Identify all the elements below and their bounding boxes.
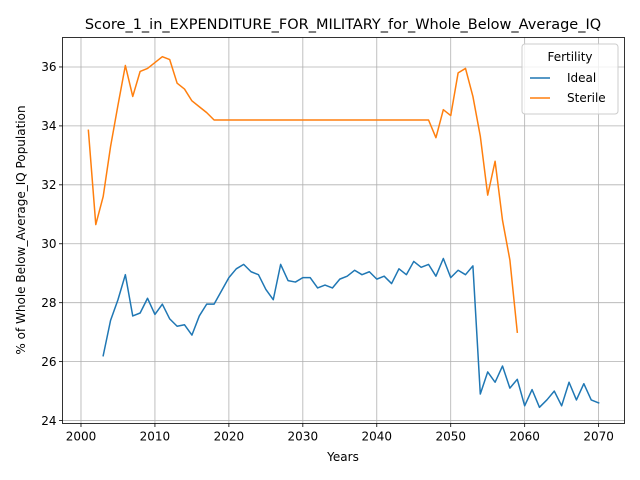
y-axis-label: % of Whole Below_Average_IQ Population — [14, 105, 28, 354]
plot-frame — [62, 37, 625, 424]
x-tick-label: 2030 — [288, 430, 319, 444]
y-tick-label: 34 — [41, 119, 56, 133]
legend: Fertility Ideal Sterile — [521, 43, 619, 115]
y-tick-label: 32 — [41, 178, 56, 192]
y-tick-label: 26 — [41, 355, 56, 369]
y-tick-label: 28 — [41, 296, 56, 310]
x-axis-ticks: 2000 2010 2020 2030 2040 2050 2060 2070 — [66, 423, 614, 444]
x-tick-label: 2060 — [509, 430, 540, 444]
legend-title: Fertility — [547, 50, 592, 64]
x-tick-label: 2010 — [140, 430, 171, 444]
x-tick-label: 2070 — [583, 430, 614, 444]
x-axis-label: Years — [326, 450, 359, 464]
x-tick-label: 2040 — [362, 430, 393, 444]
series-line-sterile — [87, 55, 519, 333]
series-line-ideal — [102, 257, 600, 409]
x-tick-label: 2020 — [214, 430, 245, 444]
series-lines — [87, 55, 600, 409]
x-tick-label: 2050 — [435, 430, 466, 444]
chart-title: Score_1_in_EXPENDITURE_FOR_MILITARY_for_… — [85, 17, 601, 33]
y-axis-ticks: 24 26 28 30 32 34 36 — [41, 60, 63, 428]
x-tick-label: 2000 — [66, 430, 97, 444]
y-tick-label: 24 — [41, 414, 56, 428]
legend-box — [521, 43, 619, 115]
legend-label-ideal: Ideal — [567, 71, 596, 85]
y-tick-label: 30 — [41, 237, 56, 251]
y-tick-label: 36 — [41, 60, 56, 74]
legend-label-sterile: Sterile — [567, 91, 606, 105]
